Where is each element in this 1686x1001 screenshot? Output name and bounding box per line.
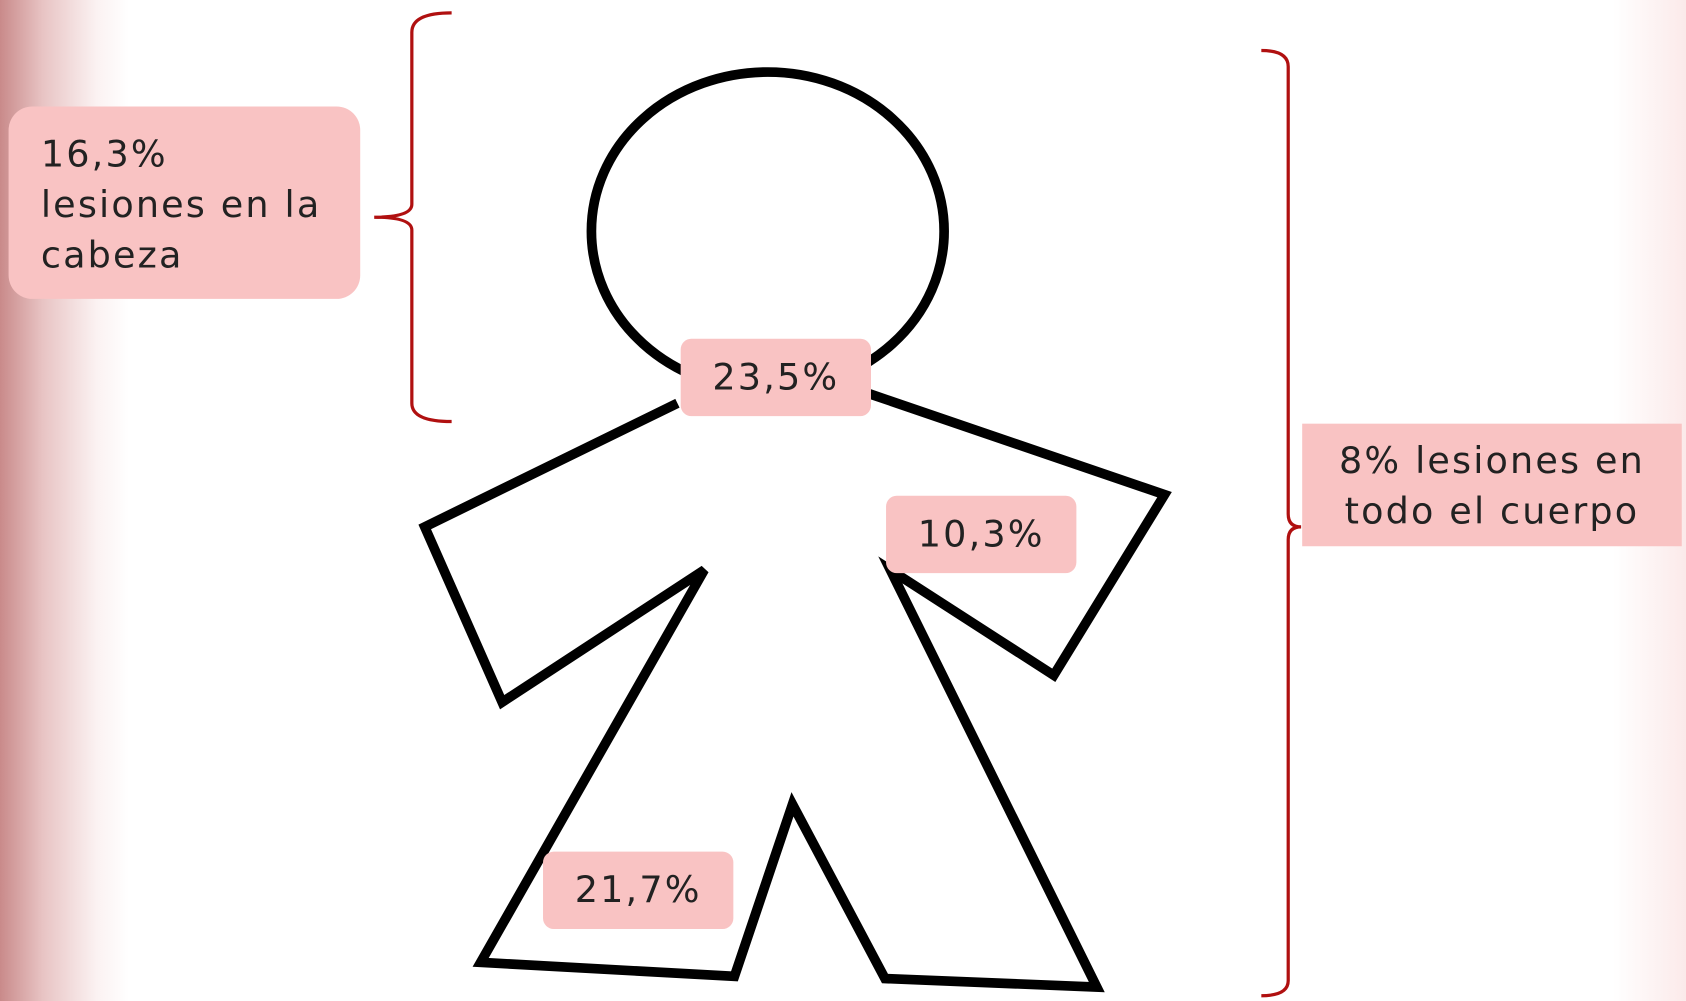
label-line: 16,3% (41, 130, 360, 181)
label-line: 8% lesiones en (1302, 437, 1682, 488)
label-line: todo el cuerpo (1302, 487, 1682, 538)
neck-label: 23,5% (681, 339, 871, 416)
head-bracket (374, 13, 451, 422)
head-label: 16,3% lesiones en la cabeza (9, 106, 361, 298)
page: 16,3% lesiones en la cabeza 23,5% 10,3% … (0, 0, 1686, 1001)
label-text: 23,5% (712, 352, 839, 403)
leg-label: 21,7% (543, 852, 733, 929)
arm-label: 10,3% (886, 496, 1076, 573)
body-outline (425, 392, 1165, 987)
label-text: 10,3% (918, 509, 1045, 560)
body-bracket (1261, 51, 1301, 996)
label-line: lesiones en la (41, 181, 360, 232)
slide: 16,3% lesiones en la cabeza 23,5% 10,3% … (0, 0, 1686, 1001)
label-text: 21,7% (575, 865, 702, 916)
label-line: cabeza (41, 231, 360, 282)
body-label: 8% lesiones en todo el cuerpo (1302, 424, 1682, 547)
